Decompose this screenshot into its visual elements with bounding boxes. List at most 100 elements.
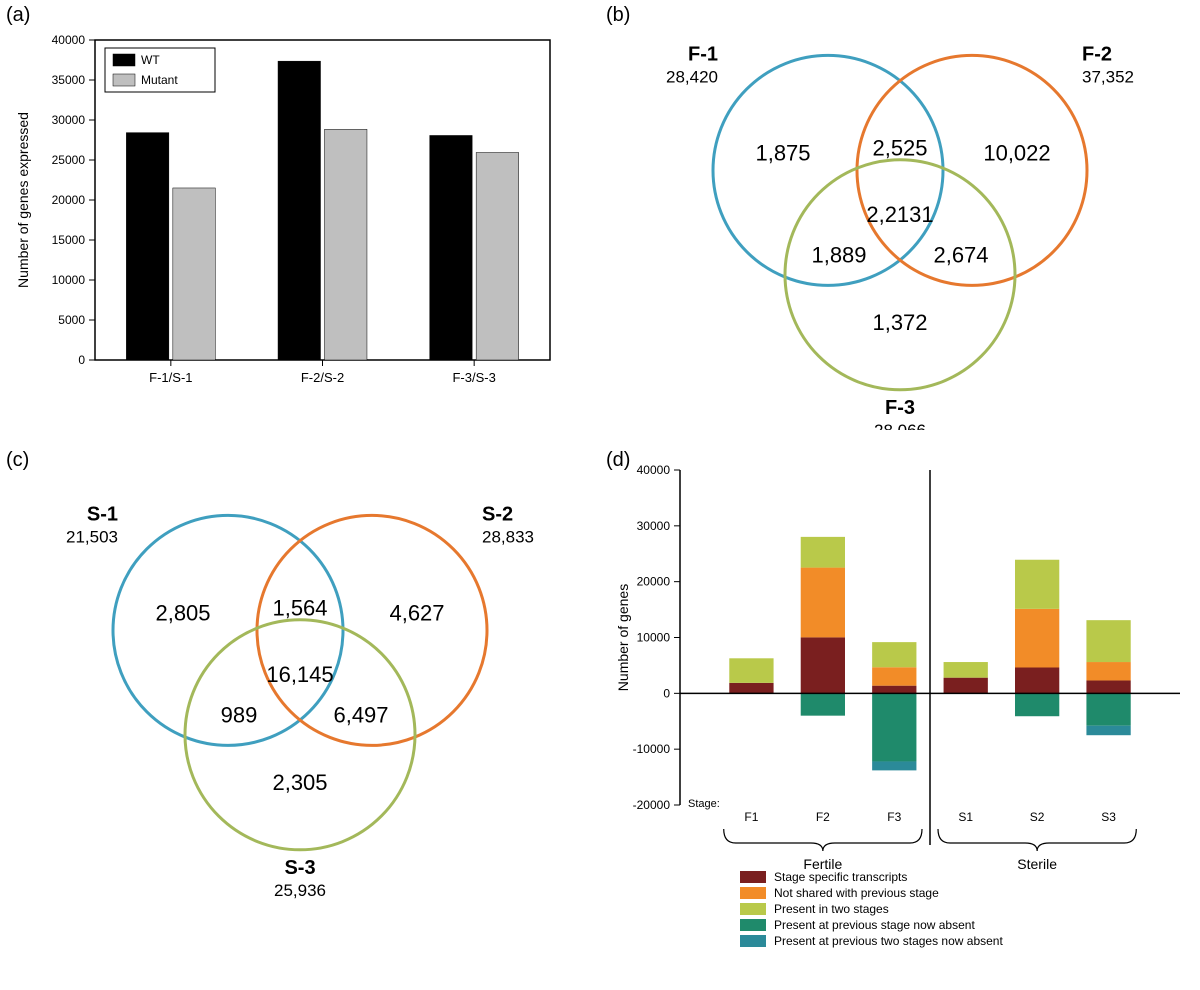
svg-text:16,145: 16,145 — [266, 662, 333, 687]
svg-text:40000: 40000 — [52, 33, 86, 47]
stack-seg — [801, 693, 845, 715]
svg-text:25000: 25000 — [52, 153, 86, 167]
svg-text:S-3: S-3 — [284, 857, 315, 879]
svg-text:S3: S3 — [1101, 810, 1116, 824]
stack-seg — [801, 568, 845, 638]
stack-seg — [1086, 726, 1130, 735]
venn-circle — [185, 620, 415, 850]
bar — [126, 133, 168, 360]
svg-text:2,674: 2,674 — [933, 243, 988, 268]
svg-text:Number of genes expressed: Number of genes expressed — [15, 112, 31, 288]
panel-label-b: (b) — [606, 4, 630, 27]
stack-seg — [1015, 560, 1059, 609]
svg-text:Mutant: Mutant — [141, 73, 178, 87]
bar — [430, 135, 472, 360]
stack-seg — [1086, 662, 1130, 680]
legend-a: WT Mutant — [105, 48, 215, 92]
svg-text:989: 989 — [221, 703, 258, 728]
svg-text:-10000: -10000 — [633, 742, 671, 756]
svg-text:10,022: 10,022 — [983, 140, 1050, 165]
stack-seg — [1015, 667, 1059, 693]
svg-text:6,497: 6,497 — [333, 703, 388, 728]
svg-text:S1: S1 — [958, 810, 973, 824]
svg-text:Number of genes: Number of genes — [615, 584, 631, 691]
svg-text:Present at previous two stages: Present at previous two stages now absen… — [774, 934, 1003, 948]
svg-text:2,805: 2,805 — [155, 600, 210, 625]
svg-text:25,936: 25,936 — [274, 881, 326, 900]
svg-text:37,352: 37,352 — [1082, 67, 1134, 86]
stack-seg — [801, 637, 845, 693]
svg-text:Present in two stages: Present in two stages — [774, 902, 889, 916]
stack-seg — [1086, 680, 1130, 693]
svg-text:F-1: F-1 — [688, 43, 718, 65]
svg-text:5000: 5000 — [58, 313, 85, 327]
svg-text:15000: 15000 — [52, 233, 86, 247]
svg-text:Not shared with previous stage: Not shared with previous stage — [774, 886, 939, 900]
stack-seg — [1015, 693, 1059, 716]
svg-text:30000: 30000 — [637, 519, 671, 533]
stack-seg — [1086, 620, 1130, 662]
svg-text:0: 0 — [663, 686, 670, 700]
panel-c: (c) 2,805 4,627 2,305 1,564 989 6,49716,145 S-… — [0, 445, 600, 990]
svg-text:28,833: 28,833 — [482, 527, 534, 546]
stack-seg — [801, 537, 845, 568]
stack-seg — [872, 686, 916, 694]
svg-text:0: 0 — [78, 353, 85, 367]
svg-text:2,305: 2,305 — [272, 770, 327, 795]
svg-text:F-1/S-1: F-1/S-1 — [149, 370, 192, 385]
panel-label-d: (d) — [606, 449, 630, 472]
stack-seg — [872, 667, 916, 685]
bar — [173, 188, 215, 360]
legend-d: Stage specific transcripts Not shared wit… — [740, 870, 1003, 948]
stack-seg — [729, 683, 773, 693]
svg-text:40000: 40000 — [637, 463, 671, 477]
svg-text:-20000: -20000 — [633, 798, 671, 812]
svg-text:20000: 20000 — [637, 575, 671, 589]
stack-seg — [872, 642, 916, 667]
svg-text:Sterile: Sterile — [1017, 856, 1057, 872]
bar — [476, 153, 518, 360]
stack-seg — [1015, 609, 1059, 668]
bar — [278, 61, 320, 360]
svg-text:Stage specific transcripts: Stage specific transcripts — [774, 870, 907, 884]
svg-text:28,066: 28,066 — [874, 421, 926, 430]
svg-text:4,627: 4,627 — [389, 600, 444, 625]
venn-c: 2,8054,6272,3051,5649896,49716,145S-121,… — [10, 455, 590, 905]
stack-seg — [872, 761, 916, 770]
stack-seg — [1086, 693, 1130, 725]
svg-text:1,564: 1,564 — [272, 595, 327, 620]
stack-seg — [944, 678, 988, 694]
svg-text:F-3/S-3: F-3/S-3 — [452, 370, 495, 385]
svg-text:S2: S2 — [1030, 810, 1045, 824]
stack-seg — [944, 662, 988, 678]
svg-text:Stage:: Stage: — [688, 798, 720, 810]
svg-text:1,875: 1,875 — [755, 140, 810, 165]
panel-b: (b) 1,87510,0221,3722,5251,8892,6742,213… — [600, 0, 1200, 445]
svg-text:1,372: 1,372 — [872, 310, 927, 335]
panel-a: (a) 050001000015000200002500030000350004… — [0, 0, 600, 445]
svg-text:S-2: S-2 — [482, 503, 513, 525]
bar — [325, 129, 367, 360]
svg-text:F-2: F-2 — [1082, 43, 1112, 65]
svg-text:28,420: 28,420 — [666, 67, 718, 86]
svg-text:F-2/S-2: F-2/S-2 — [301, 370, 344, 385]
svg-text:F1: F1 — [744, 810, 758, 824]
svg-text:2,525: 2,525 — [872, 135, 927, 160]
svg-text:S-1: S-1 — [87, 503, 118, 525]
svg-text:WT: WT — [141, 53, 160, 67]
svg-text:10000: 10000 — [637, 631, 671, 645]
svg-text:20000: 20000 — [52, 193, 86, 207]
svg-text:Present at previous stage now: Present at previous stage now absent — [774, 918, 975, 932]
svg-text:F2: F2 — [816, 810, 830, 824]
svg-text:30000: 30000 — [52, 113, 86, 127]
venn-b: 1,87510,0221,3722,5251,8892,6742,2131F-1… — [610, 10, 1190, 430]
svg-text:2,2131: 2,2131 — [866, 202, 933, 227]
brace — [724, 829, 922, 851]
stack-seg — [729, 658, 773, 683]
brace — [938, 829, 1136, 851]
figure-grid: (a) 050001000015000200002500030000350004… — [0, 0, 1200, 990]
panel-d: (d) -20000 -10000 0 10000 20000 30000 40000 Num… — [600, 445, 1200, 990]
panel-label-a: (a) — [6, 4, 30, 27]
bar-chart-a: 0500010000150002000025000300003500040000… — [10, 10, 570, 410]
panel-label-c: (c) — [6, 449, 29, 472]
